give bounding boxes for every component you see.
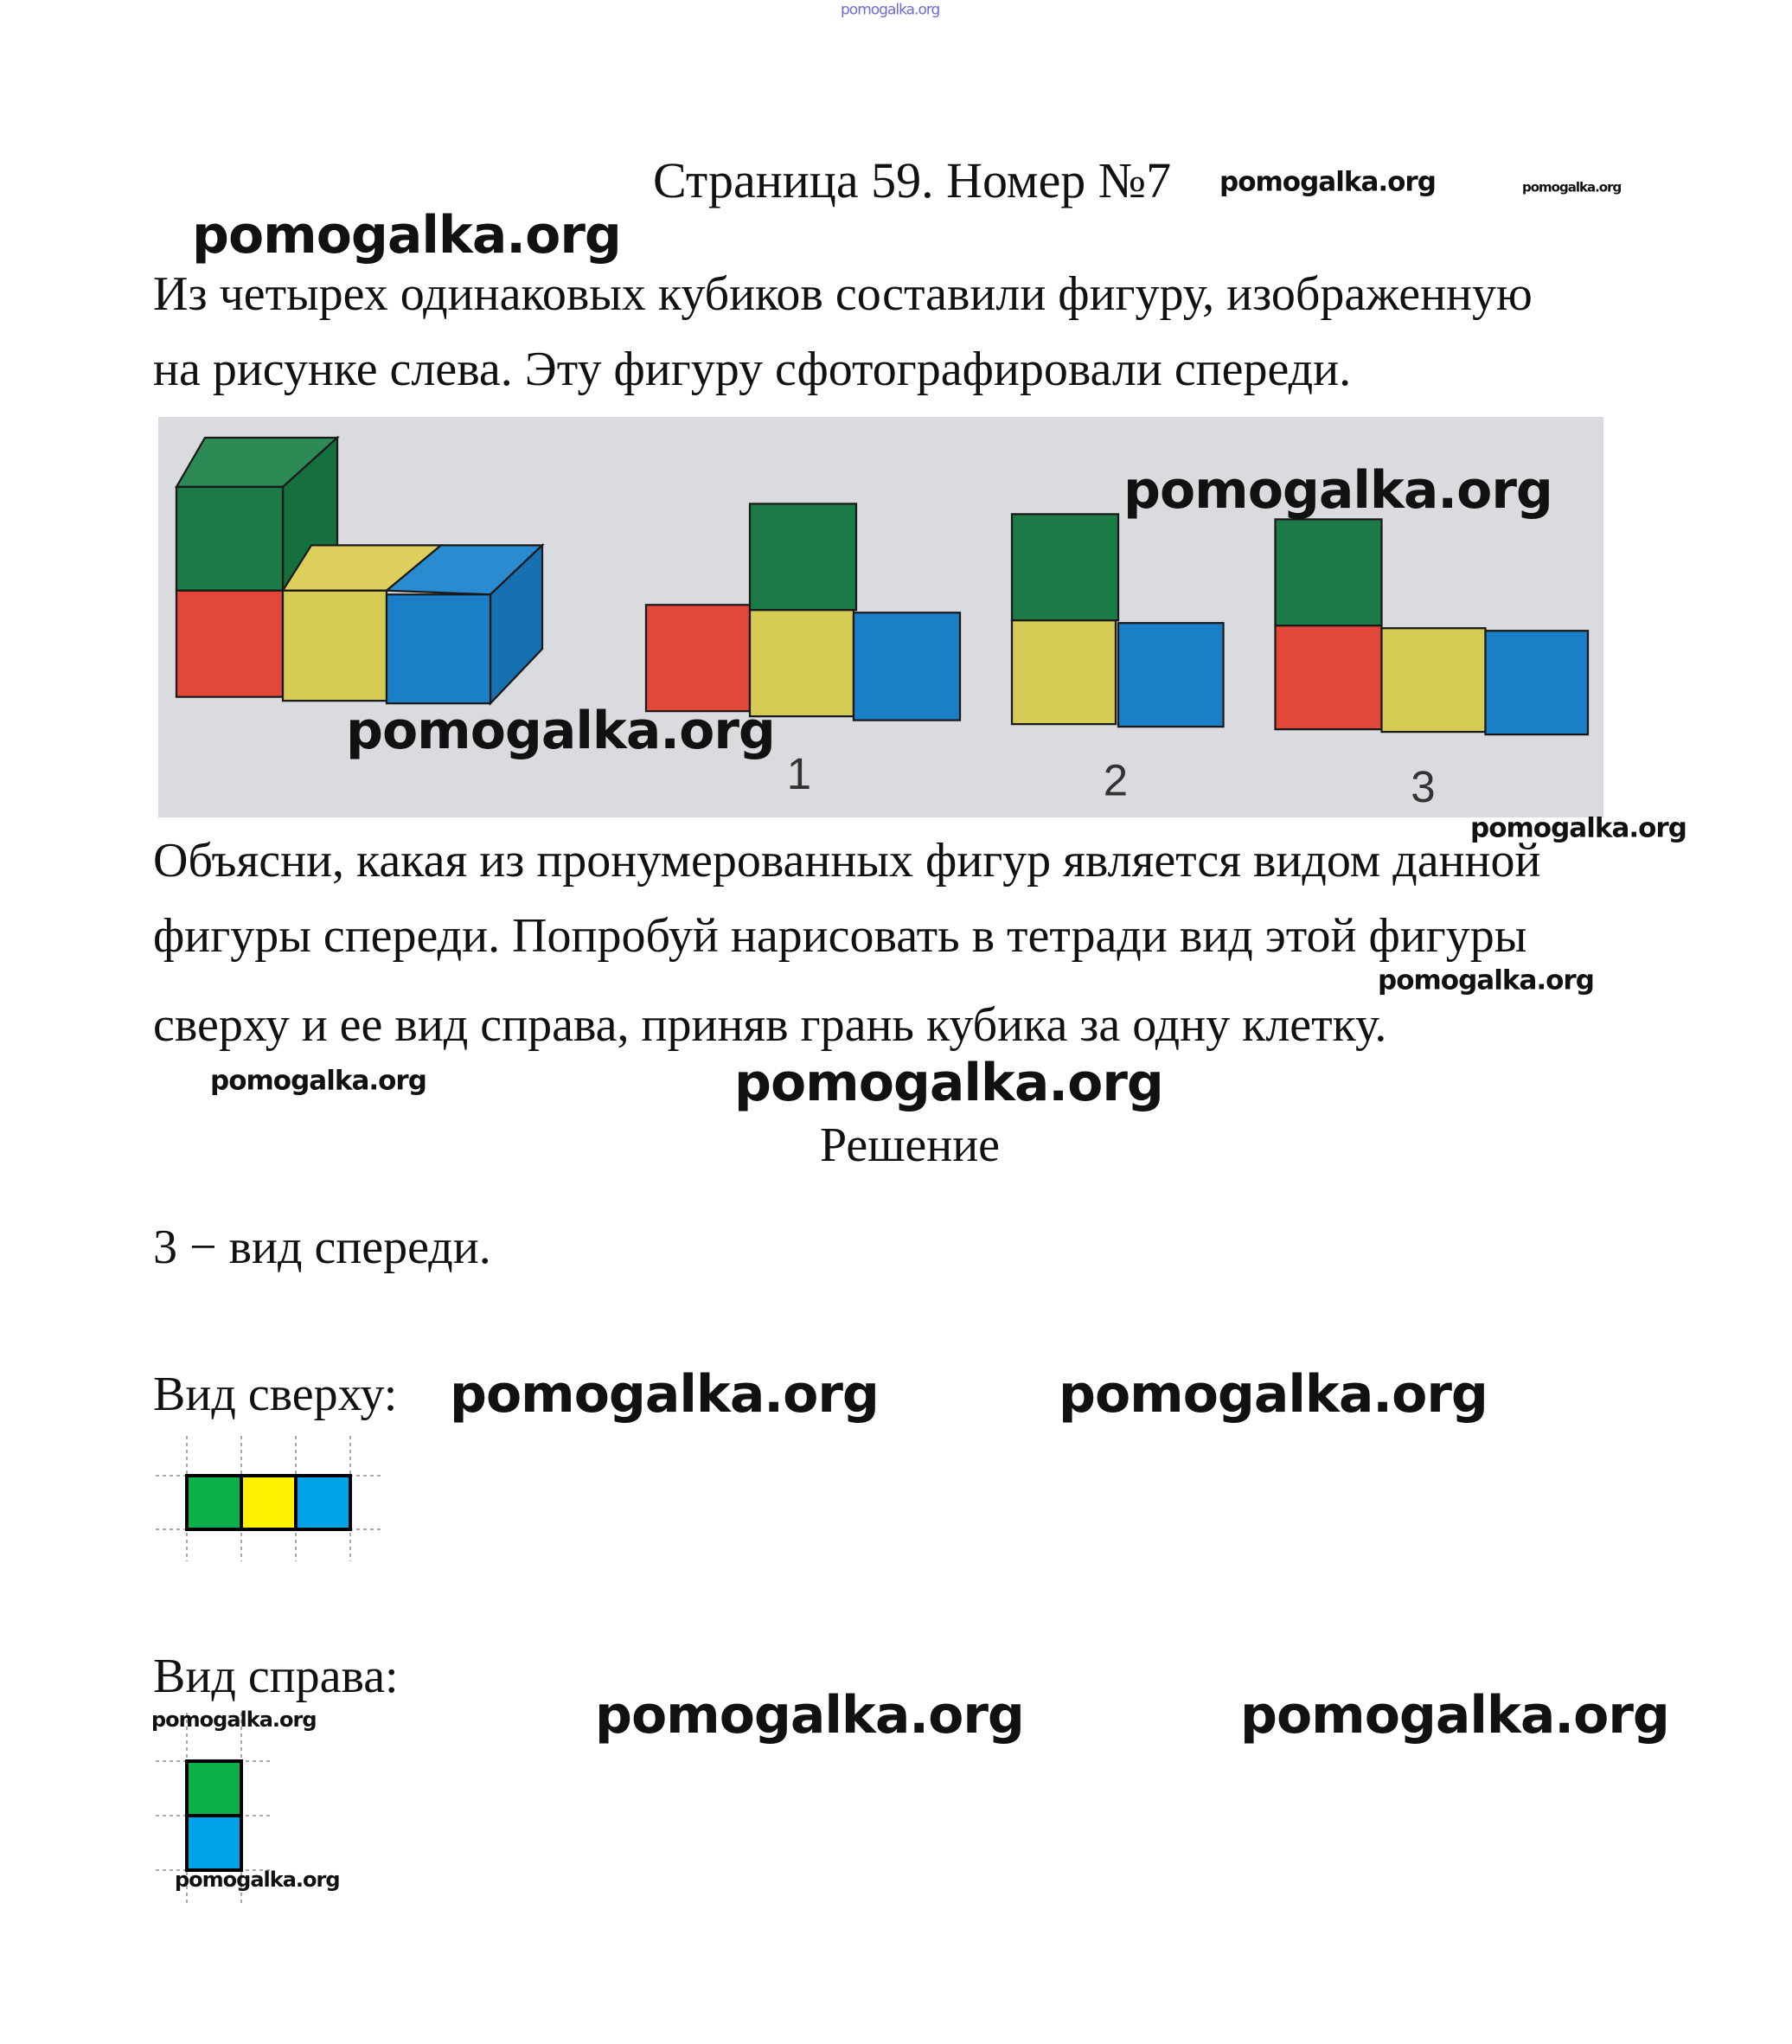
right-view-cell-green <box>185 1759 243 1817</box>
option-label-2: 2 <box>1104 756 1128 805</box>
option-1 <box>644 503 962 721</box>
watermark: pomogalka.org <box>210 1065 427 1097</box>
answer-text: 3 − вид спереди. <box>153 1221 491 1274</box>
solution-heading: Решение <box>820 1118 1001 1172</box>
yellow-cube-front <box>281 589 388 702</box>
task-line-1: Из четырех одинаковых кубиков составили … <box>153 267 1533 321</box>
watermark: pomogalka.org <box>1219 166 1437 198</box>
option-2 <box>1010 513 1225 728</box>
option-label-1: 1 <box>787 749 811 798</box>
question-line-2: фигуры спереди. Попробуй нарисовать в те… <box>153 909 1527 963</box>
watermark: pomogalka.org <box>1378 964 1595 996</box>
option-label-3: 3 <box>1411 762 1435 811</box>
right-view-grid <box>156 1713 272 1903</box>
watermark: pomogalka.org <box>595 1685 1025 1746</box>
question-line-1: Объясни, какая из пронумерованных фигур … <box>153 834 1541 887</box>
watermark: pomogalka.org <box>346 701 776 761</box>
top-view-grid <box>156 1436 381 1561</box>
right-view-cell-blue <box>185 1814 243 1872</box>
original-shape <box>175 435 545 706</box>
watermark: pomogalka.org <box>450 1364 880 1425</box>
watermark: pomogalka.org <box>175 1868 341 1892</box>
watermark: pomogalka.org <box>1470 812 1687 844</box>
watermark: pomogalka.org <box>1059 1364 1488 1425</box>
task-line-2: на рисунке слева. Эту фигуру сфотографир… <box>153 343 1352 396</box>
page-title: Страница 59. Номер №7 <box>653 152 1172 208</box>
option-3 <box>1274 518 1590 736</box>
cubes-figure: 1 2 3 <box>158 417 1603 817</box>
watermark: pomogalka.org <box>151 1708 317 1732</box>
watermark: pomogalka.org <box>1240 1685 1670 1746</box>
watermark: pomogalka.org <box>841 1 940 19</box>
top-view-label: Вид сверху: <box>153 1368 398 1421</box>
watermark: pomogalka.org <box>192 205 622 266</box>
watermark: pomogalka.org <box>734 1053 1164 1113</box>
watermark: pomogalka.org <box>1123 460 1553 521</box>
question-line-3: сверху и ее вид справа, приняв грань куб… <box>153 998 1387 1052</box>
green-cube-front <box>175 485 285 592</box>
watermark: pomogalka.org <box>1522 179 1622 195</box>
blue-cube-front <box>385 593 492 705</box>
top-view-cell-green <box>185 1474 243 1531</box>
top-view-cell-yellow <box>240 1474 298 1531</box>
red-cube-front <box>175 589 285 698</box>
top-view-cell-blue <box>294 1474 352 1531</box>
right-view-label: Вид справа: <box>153 1650 399 1703</box>
